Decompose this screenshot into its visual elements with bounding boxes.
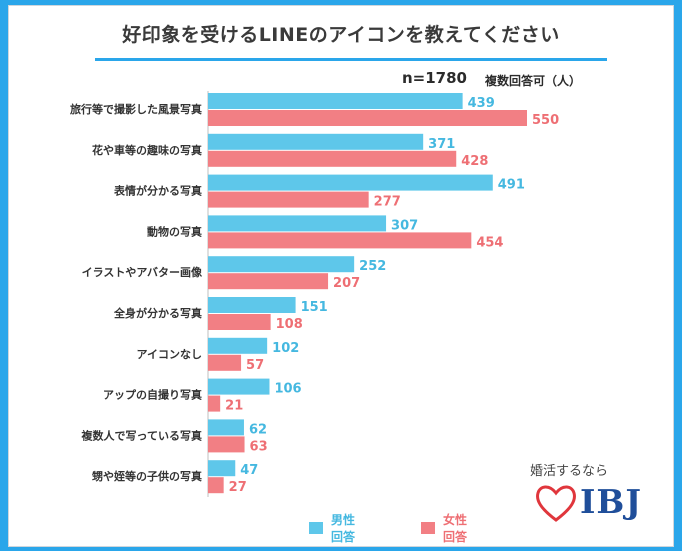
bar-female — [208, 436, 245, 453]
legend-swatch-male — [309, 522, 324, 534]
category-label: アップの自撮り写真 — [103, 388, 202, 402]
bar-male — [208, 337, 268, 354]
category-label: イラストやアバター画像 — [82, 265, 203, 279]
bar-male — [208, 133, 424, 150]
heart-icon — [536, 485, 576, 522]
value-label-male: 491 — [498, 178, 525, 193]
answer-note: 複数回答可（人） — [485, 74, 582, 88]
category-label: 花や車等の趣味の写真 — [92, 143, 202, 157]
value-label-female: 277 — [374, 195, 401, 210]
chart-panel: 好印象を受けるLINEのアイコンを教えてください n=1780 複数回答可（人）… — [8, 5, 674, 547]
bar-female — [208, 395, 221, 412]
value-label-female: 63 — [250, 439, 268, 454]
bar-female — [208, 191, 369, 208]
value-label-male: 439 — [468, 96, 495, 111]
logo-wordmark: IBJ — [580, 482, 642, 521]
bar-female — [208, 477, 224, 494]
value-label-male: 307 — [391, 218, 418, 233]
bar-male — [208, 378, 270, 395]
bar-male — [208, 460, 236, 477]
sample-size: n=1780 — [402, 69, 467, 87]
chart-title: 好印象を受けるLINEのアイコンを教えてください — [122, 24, 560, 46]
bar-chart: 旅行等で撮影した風景写真 439 550 花や車等の趣味の写真 371 428 表情が分かる… — [70, 91, 559, 497]
bar-female — [208, 354, 242, 371]
bar-male — [208, 215, 387, 232]
value-label-male: 62 — [249, 422, 267, 437]
legend-label-male: 男性回答 — [331, 513, 356, 544]
bar-male — [208, 256, 355, 273]
bar-female — [208, 110, 527, 126]
bar-male — [208, 93, 463, 109]
value-label-female: 428 — [461, 154, 488, 169]
category-label: 全身が分かる写真 — [113, 306, 202, 320]
legend-swatch-female — [421, 522, 436, 534]
value-label-female: 207 — [333, 276, 360, 291]
value-label-female: 550 — [532, 113, 559, 128]
bar-female — [208, 232, 472, 249]
value-label-female: 454 — [476, 235, 503, 250]
category-label: 動物の写真 — [147, 224, 202, 238]
value-label-male: 252 — [359, 259, 386, 274]
value-label-male: 371 — [428, 137, 455, 152]
value-label-female: 108 — [276, 317, 303, 332]
legend-item-female: 女性回答 — [421, 511, 468, 545]
value-label-male: 106 — [274, 382, 301, 397]
value-label-male: 151 — [301, 300, 328, 315]
bar-male — [208, 174, 493, 191]
bar-female — [208, 150, 457, 167]
value-label-female: 27 — [229, 480, 247, 495]
title-underline — [95, 58, 607, 61]
category-label: 甥や姪等の子供の写真 — [92, 469, 202, 483]
bar-male — [208, 419, 244, 436]
bar-male — [208, 297, 296, 313]
value-label-female: 21 — [225, 399, 243, 414]
logo-tagline: 婚活するなら — [530, 464, 609, 479]
ibj-logo: 婚活するなら IBJ — [524, 456, 664, 536]
value-label-female: 57 — [246, 358, 264, 373]
legend-item-male: 男性回答 — [309, 511, 356, 545]
category-label: 表情が分かる写真 — [113, 184, 202, 198]
legend-label-female: 女性回答 — [443, 513, 468, 544]
category-label: アイコンなし — [137, 348, 202, 361]
category-label: 旅行等で撮影した風景写真 — [70, 102, 202, 116]
bar-female — [208, 314, 271, 330]
category-label: 複数人で写っている写真 — [81, 428, 202, 442]
bar-female — [208, 273, 329, 290]
value-label-male: 102 — [272, 341, 299, 356]
value-label-male: 47 — [240, 463, 258, 478]
